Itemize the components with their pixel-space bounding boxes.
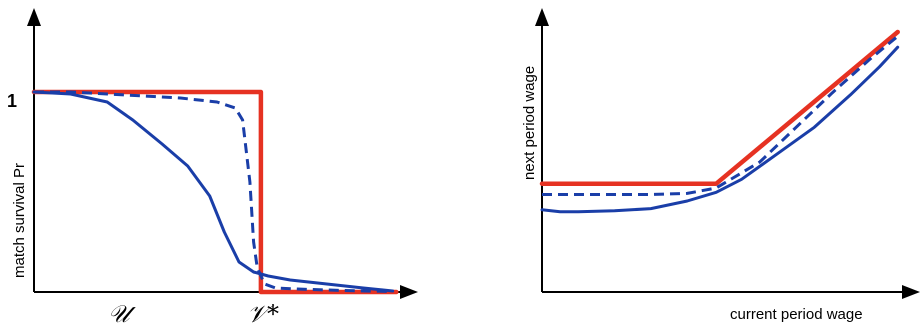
left-y-tick-label-1: 1 xyxy=(7,91,17,111)
right-series-blue-solid xyxy=(540,45,900,214)
left-y-axis-label: match survival Pr xyxy=(11,163,28,278)
left-y-axis-arrow xyxy=(27,8,41,26)
left-x-axis-arrow xyxy=(400,285,418,299)
right-y-axis-arrow xyxy=(535,8,549,26)
right-y-axis-label: next period wage xyxy=(521,66,538,180)
right-x-axis-arrow xyxy=(902,285,920,299)
left-series-blue-dashed xyxy=(34,90,393,293)
left-x-marker-label-u: 𝒰 xyxy=(108,300,136,326)
left-chart: match survival Pr 1 𝒰 𝒱* xyxy=(7,8,418,326)
left-series-red-step xyxy=(31,89,399,295)
left-series-blue-solid xyxy=(32,90,395,293)
right-series-blue-dashed xyxy=(542,35,899,196)
right-chart: next period wage current period wage xyxy=(521,8,920,323)
right-x-axis-label: current period wage xyxy=(730,306,863,323)
right-series-red-kinked xyxy=(539,29,900,186)
left-x-marker-label-vstar: 𝒱* xyxy=(247,300,279,326)
